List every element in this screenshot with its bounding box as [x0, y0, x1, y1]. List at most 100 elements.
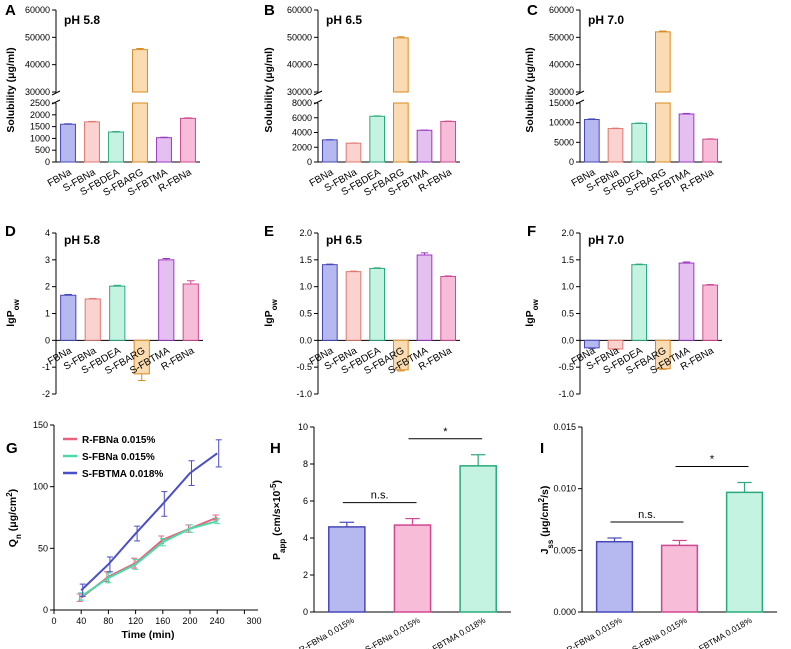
y-tick-label: 0 [45, 157, 50, 167]
y-tick-label: 0.0 [299, 335, 312, 345]
y-tick-label: 0.015 [553, 422, 576, 432]
y-tick-label: 2 [45, 282, 50, 292]
bar [678, 262, 695, 341]
x-tick-label: 300 [246, 616, 261, 626]
panel-H: H Papp (cm/s×10-5) 0 2 4 6 8 10 n.s. * R-FBNa 0.01… [269, 422, 511, 649]
y-tick-label: 0.5 [561, 309, 574, 319]
bar [158, 259, 175, 341]
y-tick-label: 2000 [292, 142, 312, 152]
bar [702, 138, 719, 163]
y-tick-label: 0.5 [299, 309, 312, 319]
axis-break-mark [575, 90, 585, 96]
y-tick-label: -1.0 [558, 389, 574, 399]
y-tick-label: -0.5 [296, 362, 312, 372]
series-line [80, 520, 218, 598]
y-tick-label: 1500 [30, 122, 50, 132]
y-tick-label: -1.0 [296, 389, 312, 399]
y-tick-label: 6 [303, 496, 308, 506]
bar [345, 142, 362, 163]
bar [84, 298, 101, 341]
bar [321, 264, 338, 341]
y-axis-label: Papp (cm/s×10-5) [269, 480, 287, 560]
panel-title: pH 5.8 [64, 13, 100, 27]
y-tick-label: 8000 [292, 98, 312, 108]
y-axis-label: Jss (μg/cm2/s) [537, 486, 555, 555]
y-tick-label: 3 [45, 255, 50, 265]
significance-label: n.s. [638, 509, 656, 521]
panel-label: H [270, 440, 281, 457]
bar [328, 526, 366, 613]
y-tick-label: 60000 [287, 5, 312, 15]
y-tick-label: 40000 [549, 60, 574, 70]
y-tick-label: 1.5 [299, 255, 312, 265]
bar [631, 122, 648, 163]
bar [459, 465, 497, 613]
y-tick-label: 50000 [287, 32, 312, 42]
y-tick-label: 10000 [549, 118, 574, 128]
bar [109, 285, 126, 341]
bar [84, 121, 100, 163]
y-tick-label: 0 [307, 157, 312, 167]
category-label: S-FBTMA 0.018% [423, 615, 487, 649]
y-tick-label: 50 [38, 543, 48, 553]
y-tick-label: 30000 [25, 87, 50, 97]
panel-I: I Jss (μg/cm2/s) 0.000 0.005 0.010 0.015 n.s. *… [537, 422, 777, 649]
panel-label: F [527, 223, 536, 240]
x-tick-label: 200 [182, 616, 197, 626]
panel-title: pH 5.8 [64, 233, 100, 247]
category-label: R-FBNa 0.015% [297, 615, 356, 649]
bar [583, 119, 600, 163]
y-axis-label: lgPow [524, 298, 540, 326]
series-line [80, 452, 218, 591]
panel-label: E [264, 223, 274, 240]
y-tick-label: 60000 [25, 5, 50, 15]
panel-title: pH 6.5 [326, 233, 362, 247]
y-tick-label: 1.0 [561, 282, 574, 292]
bar [345, 271, 362, 341]
y-tick-label: 0.005 [553, 545, 576, 555]
y-tick-label: 10 [298, 422, 308, 432]
y-tick-label: 60000 [549, 5, 574, 15]
bar [393, 524, 432, 613]
y-tick-label: 1 [45, 309, 50, 319]
y-tick-label: 30000 [549, 87, 574, 97]
panel-label: B [264, 2, 275, 19]
panel-title: pH 7.0 [588, 13, 624, 27]
panel-G: G Qn (μg/cm2) 0 50 100 150 0 40 80 120 160 200 240 30… [5, 420, 262, 641]
bar [60, 123, 76, 163]
legend-entry: R-FBNa 0.015% [82, 435, 155, 446]
y-tick-label: 500 [35, 145, 50, 155]
y-tick-label: 0.0 [561, 335, 574, 345]
y-tick-label: 0 [569, 157, 574, 167]
y-tick-label: -0.5 [558, 362, 574, 372]
x-tick-label: 120 [128, 616, 143, 626]
y-axis-label: lgPow [263, 298, 279, 326]
category-label: S-FBTMA 0.018% [690, 615, 754, 649]
x-tick-label: 160 [155, 616, 170, 626]
y-tick-label: 0.000 [553, 607, 576, 617]
category-label: S-FBNa 0.015% [630, 615, 689, 649]
y-axis-label: Solubility (μg/ml) [263, 47, 275, 132]
y-tick-label: 15000 [549, 98, 574, 108]
y-axis-label: Solubility (μg/ml) [524, 47, 536, 132]
bar [156, 137, 172, 163]
significance-label: * [710, 454, 715, 466]
panel-title: pH 6.5 [326, 13, 362, 27]
bar [416, 129, 433, 163]
bar [321, 139, 338, 163]
x-tick-label: 240 [210, 616, 225, 626]
bar [595, 540, 634, 613]
significance-label: n.s. [371, 490, 389, 502]
y-tick-label: -2 [42, 389, 50, 399]
bar [416, 254, 433, 341]
bar-upper [132, 49, 148, 93]
panel-A: ApH 5.8 Solubility (μg/ml) 30000 40000 50000… [5, 2, 200, 199]
bar [660, 544, 699, 613]
y-tick-label: 1.0 [299, 282, 312, 292]
axis-break-mark [313, 90, 323, 96]
y-tick-label: 6000 [292, 113, 312, 123]
bar [678, 113, 695, 163]
